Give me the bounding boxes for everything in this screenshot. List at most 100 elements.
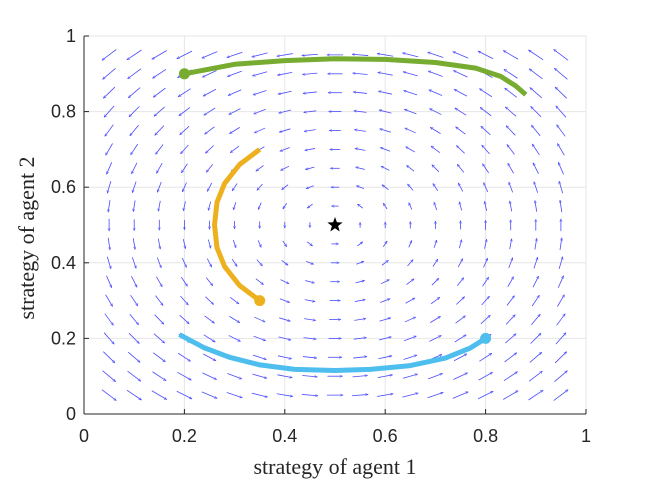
vector-arrow [306,241,312,246]
vector-arrow [382,241,388,248]
trajectory-line-1 [183,56,528,97]
vector-arrow [408,240,413,248]
x-tick-label: 0.2 [172,426,197,446]
vector-arrow [478,50,494,60]
vector-arrow [301,394,318,395]
vector-arrow [129,106,140,116]
vector-arrow [253,335,266,341]
vector-arrow [380,279,389,285]
vector-arrow [455,107,467,116]
vector-arrow [155,295,164,306]
vector-arrow [408,203,413,210]
trajectory-start-point-3 [480,332,492,344]
vector-arrow [528,389,543,401]
vector-arrow [357,204,364,209]
vector-arrow [182,239,185,249]
vector-arrow [206,258,213,267]
x-tick-label: 0 [79,426,89,446]
vector-arrow [377,375,393,378]
vector-arrow [379,318,391,322]
vector-arrow [457,183,464,192]
vector-arrow [231,183,238,190]
vector-arrow [307,203,313,208]
vector-arrow [505,334,516,344]
vector-arrow [103,67,116,79]
vector-arrow [509,182,514,193]
trajectory-line-2 [212,147,262,303]
vector-arrow [354,111,367,113]
vector-arrow [378,91,393,95]
vector-arrow [534,182,539,193]
vector-arrow [180,144,189,154]
vector-arrow [355,148,366,151]
vector-arrow [559,238,562,251]
vector-arrow [202,51,218,59]
vector-arrow [403,72,418,77]
vector-arrow [106,256,111,269]
vector-arrow [353,338,367,340]
vector-arrow [107,181,112,193]
vector-arrow [278,336,291,340]
vector-arrow [127,49,142,61]
vector-arrow [430,297,440,305]
vector-arrow [232,239,236,248]
vector-arrow [106,162,113,174]
vector-arrow [277,374,292,378]
equilibrium-layer [327,217,343,232]
y-tick-label: 0.4 [51,253,76,273]
vector-arrow [277,72,293,75]
vector-arrow [154,106,165,116]
vector-arrow [407,184,414,191]
vector-arrow [380,129,391,133]
vector-arrow [481,126,491,136]
vector-arrow [354,300,365,302]
vector-arrow [208,201,212,211]
vector-arrow [485,201,488,211]
vector-arrow [129,313,139,325]
vector-arrow [305,148,316,150]
vector-arrow [557,144,565,156]
vector-arrow [226,392,243,397]
vector-arrow [456,297,464,305]
vector-arrow [152,50,167,60]
vector-arrow [204,107,216,116]
vector-arrow [154,314,164,325]
vector-arrow [201,391,217,399]
vector-arrow [382,185,389,190]
vector-arrow [407,260,413,267]
vector-arrow [229,316,239,323]
vector-arrow [132,181,137,193]
vector-arrow [179,314,190,324]
vector-arrow [133,200,136,211]
vector-arrow [151,390,167,400]
vector-arrow [103,332,114,344]
vector-arrow [531,295,540,307]
vector-arrow [378,337,391,341]
vector-arrow [507,144,515,155]
vector-arrow [158,200,161,211]
vector-arrow [302,72,318,74]
vector-arrow [478,371,493,381]
vector-arrow [356,186,365,190]
vector-arrow [355,281,365,284]
vector-arrow [128,68,142,79]
vector-arrow [432,259,439,267]
vector-arrow [153,68,167,79]
vector-arrow [453,372,467,380]
vector-arrow [534,238,537,250]
vector-arrow [378,72,393,76]
equilibrium-star-icon [327,217,343,232]
vector-arrow [531,144,540,156]
vector-arrow [404,91,418,96]
x-tick-label: 0.6 [373,426,398,446]
vector-arrow [130,143,139,155]
y-tick-label: 0 [66,404,76,424]
vector-arrow [229,296,239,304]
vector-arrow [255,278,264,285]
vector-arrow [229,108,241,115]
vector-arrow [152,371,167,382]
vector-arrow [428,373,442,380]
vector-arrow [227,51,243,57]
vector-arrow [557,125,566,137]
